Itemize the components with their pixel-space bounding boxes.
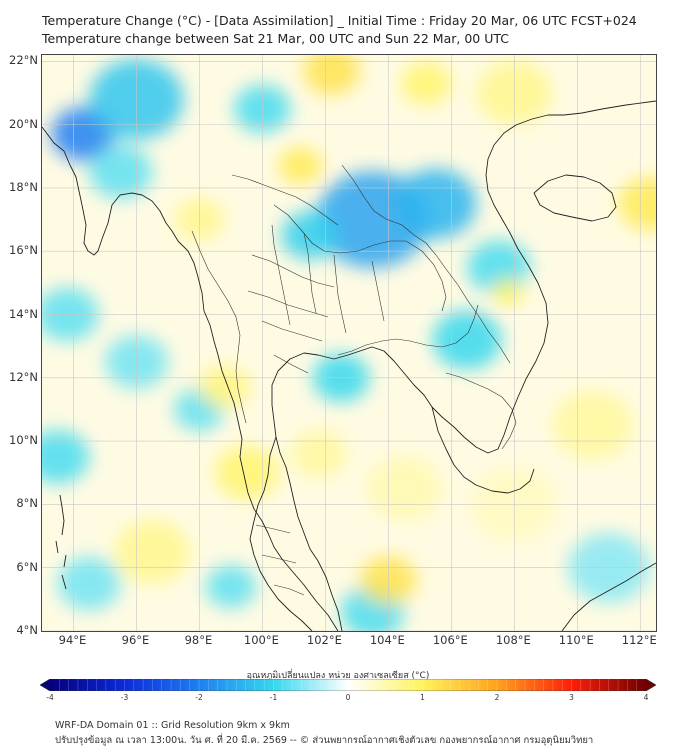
borneo-north-coast — [561, 562, 656, 631]
province-lines-b — [271, 224, 385, 334]
colorbar-tick-label: 1 — [420, 693, 425, 702]
lat-tick-label: 20°N — [9, 116, 38, 131]
lat-tick-label: 4°N — [16, 623, 38, 637]
lat-tick-label: 8°N — [16, 496, 38, 511]
laos-vietnam-border — [341, 164, 511, 364]
cambodia-vietnam-south-coast — [431, 406, 535, 494]
field-blob-24 — [199, 365, 250, 409]
field-blob-15 — [205, 565, 257, 609]
malay-peninsula-west — [249, 436, 313, 631]
lon-tick-label: 100°E — [243, 633, 279, 647]
lon-tick-label: 96°E — [121, 633, 150, 647]
temperature-change-map — [41, 54, 657, 632]
colorbar-tick-label: 3 — [569, 693, 574, 702]
colorbar-tick-label: 2 — [494, 693, 500, 702]
field-blob-8 — [432, 310, 502, 370]
province-lines-c — [255, 524, 305, 596]
lon-tick-label: 112°E — [621, 633, 657, 647]
chart-title-line-1: Temperature Change (°C) - [Data Assimila… — [42, 13, 637, 28]
footer-model-info: WRF-DA Domain 01 :: Grid Resolution 9km … — [55, 720, 290, 731]
lon-tick-label: 102°E — [306, 633, 342, 647]
thailand-cambodia-border — [337, 304, 479, 356]
lat-tick-label: 10°N — [9, 433, 38, 448]
field-blob-19 — [618, 176, 656, 231]
colorbar-tick-label: -4 — [46, 693, 54, 702]
field-blob-16 — [303, 55, 361, 95]
lon-tick-label: 104°E — [369, 633, 405, 647]
field-blob-17 — [278, 147, 323, 185]
hainan-island — [533, 174, 617, 222]
field-blob-29 — [114, 519, 190, 584]
lat-tick-label: 18°N — [9, 179, 38, 194]
field-blob-4 — [394, 168, 477, 239]
field-blob-2 — [89, 145, 153, 199]
field-blob-18 — [400, 62, 452, 105]
province-lines-a — [247, 254, 335, 374]
coastline-and-borders — [42, 100, 656, 631]
field-blob-5 — [281, 211, 338, 260]
lon-tick-label: 110°E — [558, 633, 594, 647]
field-blob-27 — [492, 278, 524, 306]
lat-tick-label: 14°N — [9, 306, 38, 321]
lon-tick-label: 108°E — [495, 633, 531, 647]
thailand-laos-border — [273, 204, 447, 312]
myanmar-thailand-border — [191, 230, 247, 424]
lat-tick-label: 16°N — [9, 243, 38, 258]
colorbar-tick-label: -1 — [269, 693, 278, 702]
colorbar-tick-label: -3 — [120, 693, 129, 702]
temperature-field-layer — [42, 55, 656, 631]
myanmar-bangladesh-coast — [42, 126, 339, 631]
colorbar-tick-label: 4 — [643, 693, 649, 702]
chart-title-line-2: Temperature change between Sat 21 Mar, 0… — [42, 31, 509, 46]
colorbar-segment-dividers — [59, 679, 637, 691]
lat-lon-grid — [42, 55, 656, 631]
field-blob-25 — [290, 429, 348, 478]
field-blob-28 — [552, 390, 634, 461]
myanmar-laos-china-border — [231, 174, 339, 226]
field-blob-23 — [215, 445, 279, 500]
colorbar-tick-label: -2 — [195, 693, 203, 702]
lat-tick-label: 6°N — [16, 559, 38, 574]
lon-tick-label: 106°E — [432, 633, 468, 647]
map-canvas — [42, 55, 656, 631]
colorbar — [40, 679, 656, 691]
country-province-borders — [191, 164, 517, 596]
field-blob-21 — [366, 456, 442, 521]
field-blob-13 — [42, 430, 90, 484]
footer-update-credit: ปรับปรุงข้อมูล ณ เวลา 13:00น. วัน ศ. ที่… — [55, 735, 594, 746]
colorbar-label: อุณหภูมิเปลี่ยนแปลง หน่วย องศาเซลเซียส (… — [246, 671, 430, 681]
field-blob-32 — [57, 556, 121, 611]
cambodia-vietnam-border — [445, 372, 517, 450]
lat-tick-label: 22°N — [9, 53, 38, 68]
lon-tick-label: 98°E — [184, 633, 213, 647]
mainland-east-coast — [271, 100, 656, 631]
lon-tick-label: 94°E — [58, 633, 87, 647]
colorbar-tick-label: 0 — [345, 693, 351, 702]
lat-tick-label: 12°N — [9, 369, 38, 384]
andaman-islands — [55, 494, 67, 590]
